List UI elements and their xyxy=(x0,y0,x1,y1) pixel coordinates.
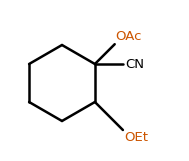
Text: OAc: OAc xyxy=(116,30,142,43)
Text: CN: CN xyxy=(125,57,144,71)
Text: OEt: OEt xyxy=(124,131,148,144)
